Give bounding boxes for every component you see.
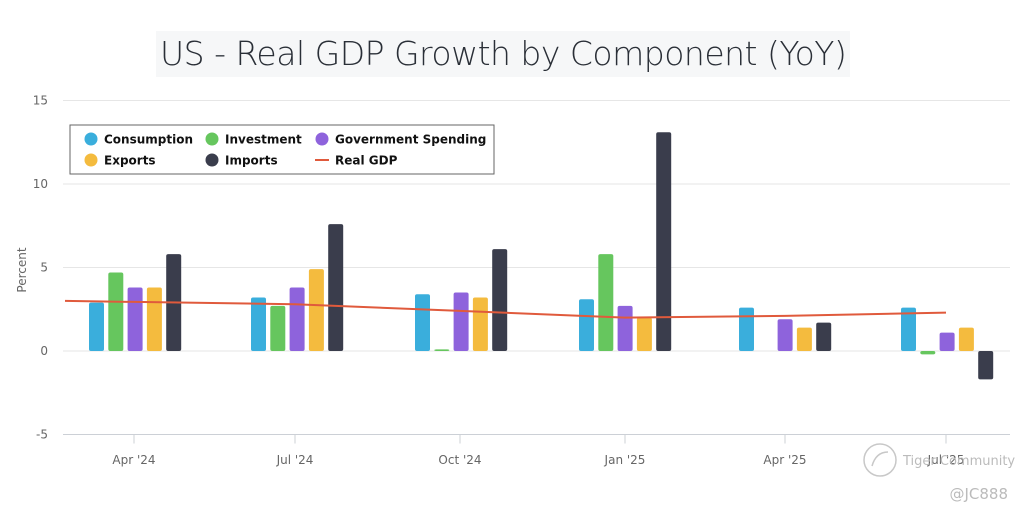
x-tick-label: Apr '25 (763, 453, 806, 467)
legend-swatch-investment (205, 132, 219, 146)
y-tick-label: 0 (40, 344, 48, 358)
bar-government-spending (777, 319, 793, 351)
bar-government-spending (127, 287, 143, 351)
x-tick-label: Apr '24 (112, 453, 155, 467)
bar-consumption (739, 307, 754, 351)
bar-government-spending (289, 287, 305, 351)
x-tick-label: Jul '25 (927, 453, 965, 467)
bar-exports (146, 287, 162, 351)
bar-exports (636, 317, 652, 351)
legend-swatch-exports (84, 153, 98, 167)
watermark-brand: Tiger Community (902, 454, 1015, 469)
legend-swatch-imports (205, 153, 219, 167)
x-tick-label: Oct '24 (438, 453, 481, 467)
y-tick-label: -5 (36, 428, 48, 442)
x-tick-label: Jul '24 (276, 453, 314, 467)
bar-consumption (901, 307, 916, 351)
y-tick-label: 10 (33, 177, 48, 191)
legend-label: Real GDP (335, 154, 398, 168)
y-tick-label: 15 (33, 94, 48, 108)
legend-label: Consumption (104, 133, 193, 147)
legend-swatch-consumption (84, 132, 98, 146)
bar-exports (472, 297, 488, 351)
bar-imports (816, 322, 832, 351)
bar-imports (978, 351, 994, 380)
bar-imports (656, 132, 672, 351)
watermark-user: @JC888 (949, 485, 1008, 503)
bar-investment (108, 272, 124, 351)
bar-exports (958, 327, 974, 351)
y-axis-label: Percent (15, 247, 29, 292)
legend-label: Imports (225, 154, 278, 168)
bar-exports (308, 269, 324, 351)
bar-government-spending (453, 292, 469, 351)
watermark-logo-mark (871, 451, 889, 467)
chart-title: US - Real GDP Growth by Component (YoY) (156, 31, 851, 77)
line-real-gdp (64, 299, 947, 319)
bar-government-spending (617, 305, 633, 351)
legend-swatch-government-spending (315, 132, 329, 146)
x-tick-label: Jan '25 (604, 453, 646, 467)
bar-consumption (251, 297, 266, 351)
bar-consumption (89, 302, 104, 351)
legend-box (69, 124, 495, 175)
y-tick-label: 5 (40, 261, 48, 275)
legend-label: Exports (104, 154, 156, 168)
bar-imports (492, 249, 508, 351)
bar-imports (328, 224, 344, 351)
watermark-logo-icon (863, 443, 897, 477)
legend-label: Investment (225, 133, 302, 147)
bar-consumption (579, 299, 594, 351)
bar-investment (598, 254, 614, 351)
bar-investment (270, 305, 286, 351)
bar-exports (796, 327, 812, 351)
bar-investment (434, 349, 450, 351)
bar-investment (920, 351, 936, 355)
bar-consumption (415, 294, 430, 351)
legend-label: Government Spending (335, 133, 486, 147)
bar-government-spending (939, 332, 955, 351)
